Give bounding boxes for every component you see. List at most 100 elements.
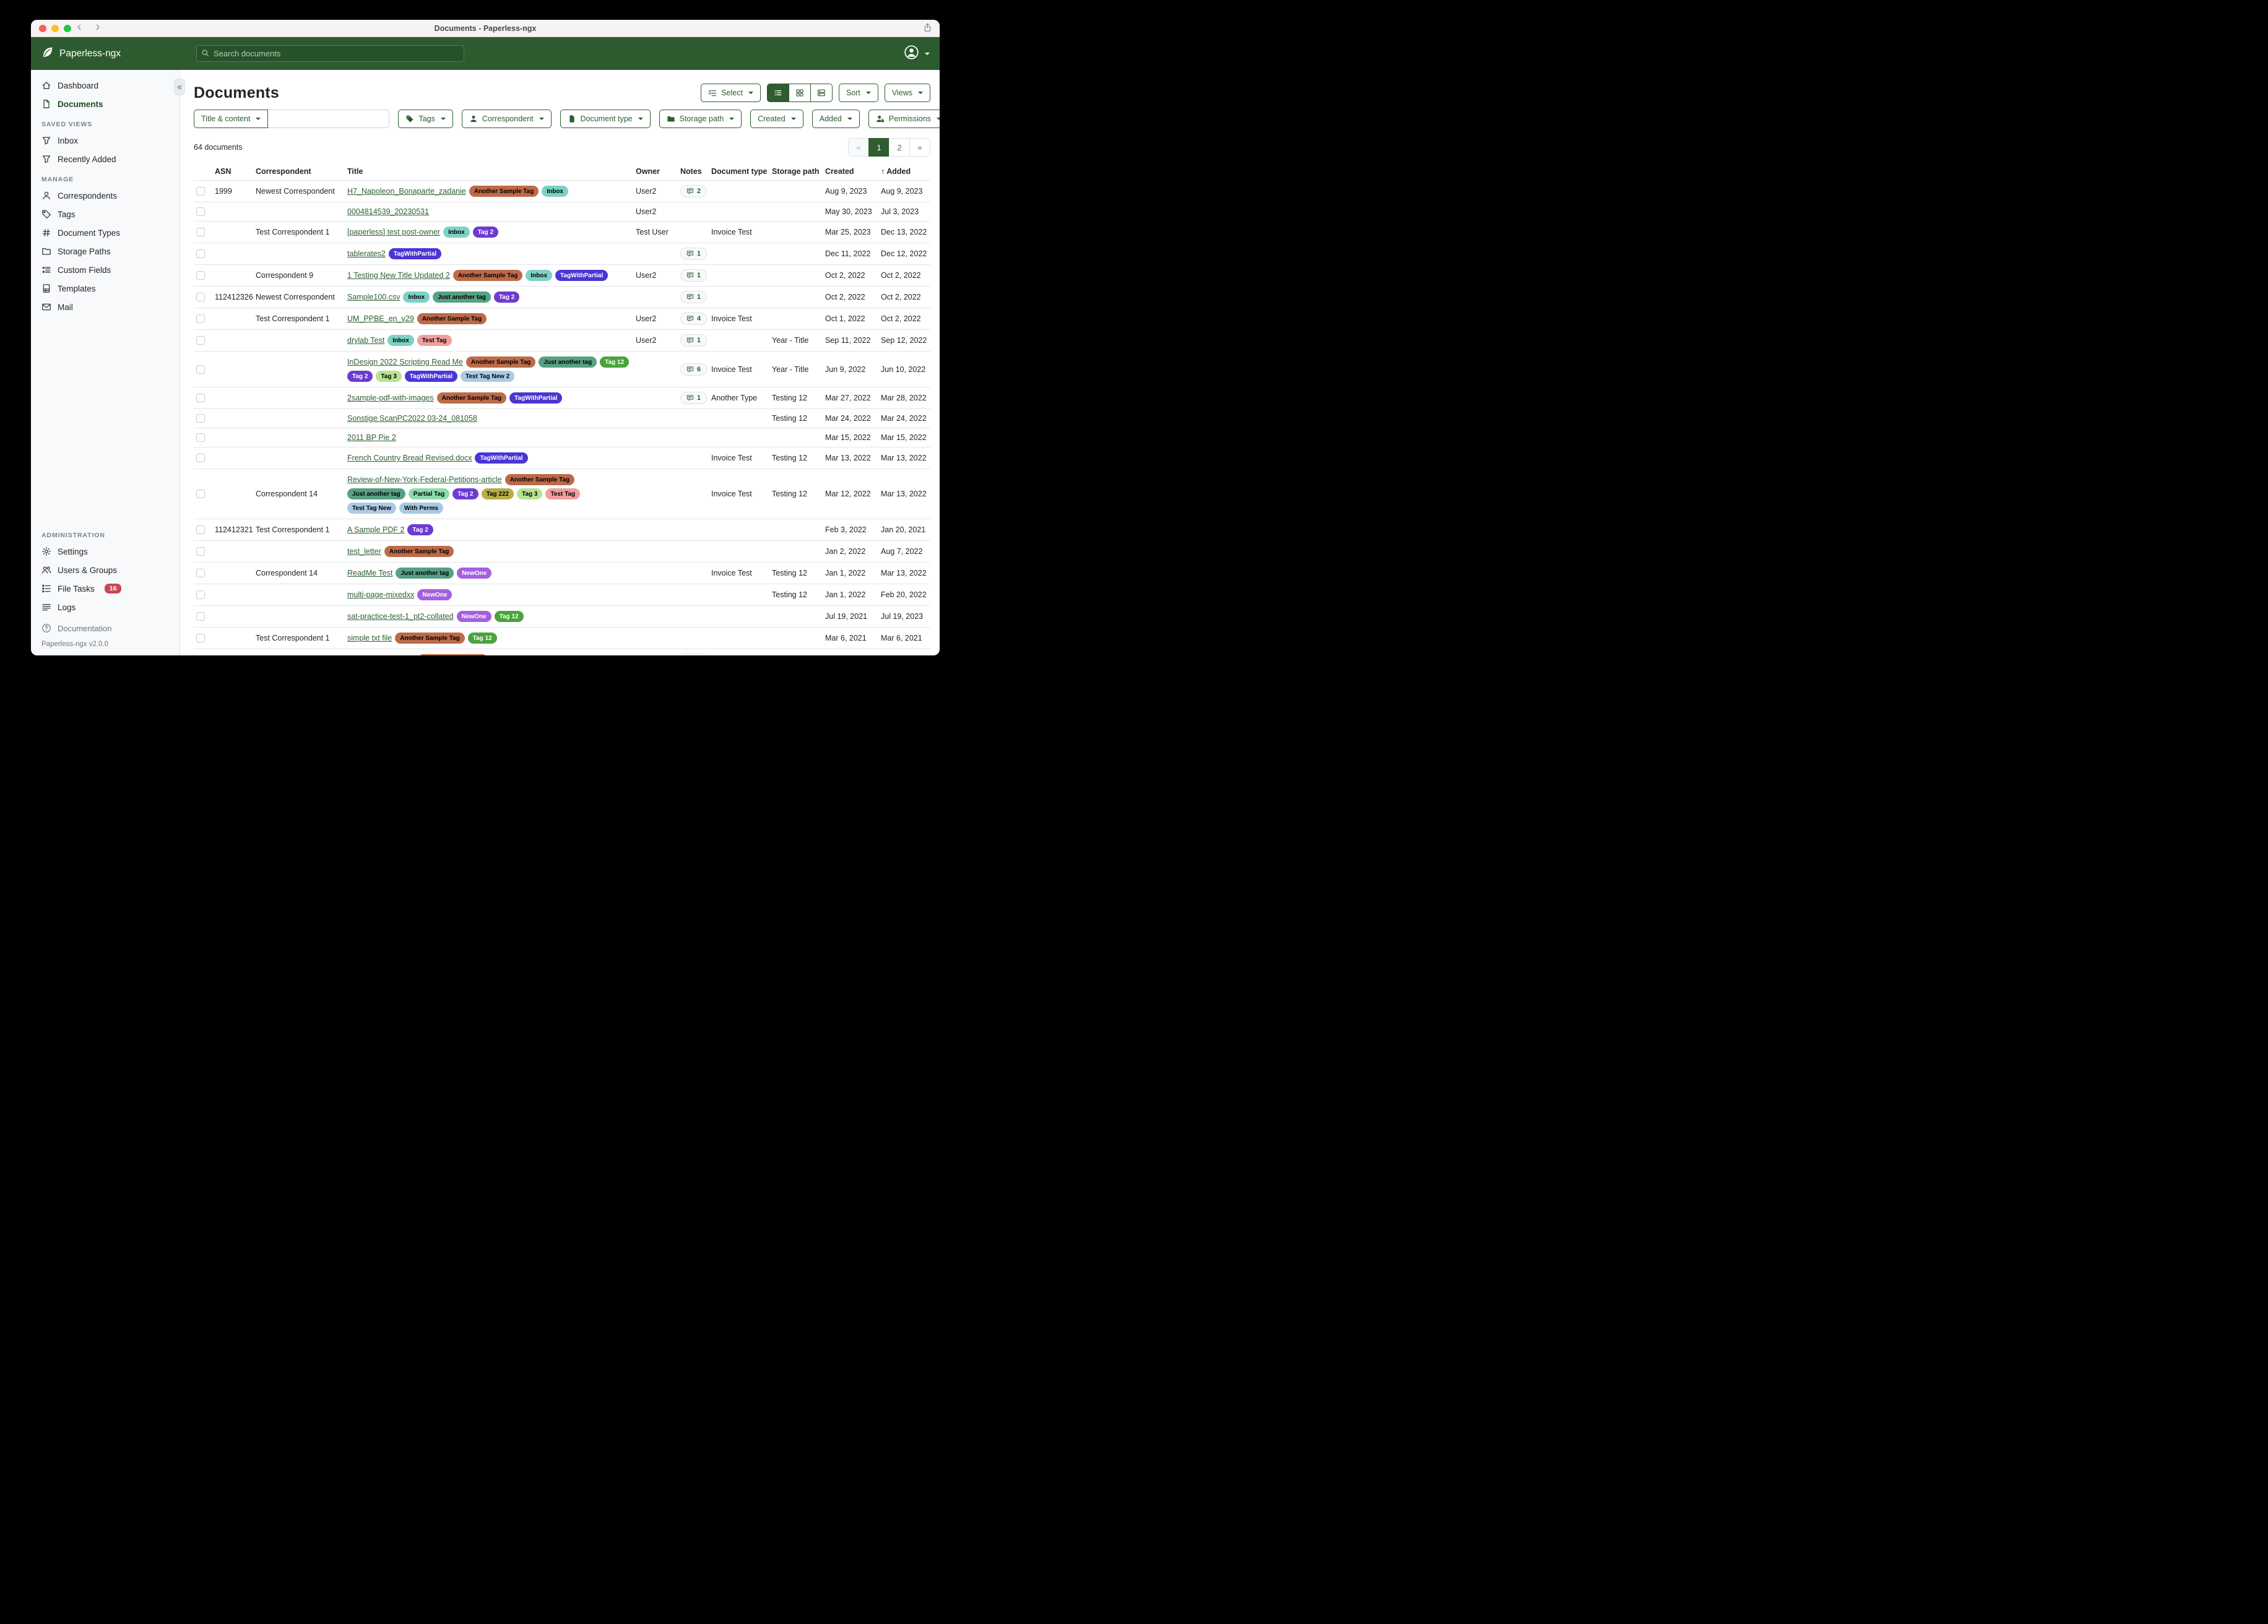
sidebar-item-settings[interactable]: Settings — [31, 542, 180, 561]
tag-pill-test-tag[interactable]: Test Tag — [545, 488, 581, 499]
sidebar-item-recently-added[interactable]: Recently Added — [31, 150, 180, 168]
table-row[interactable]: Correspondent 14 ReadMe Test Just another … — [194, 562, 930, 584]
view-mode-cards-button[interactable] — [810, 84, 833, 102]
row-checkbox[interactable] — [196, 207, 205, 217]
tag-pill-with-perms[interactable]: With Perms — [399, 503, 443, 514]
table-row[interactable]: tablerates2 TagWithPartial 1 Dec 11, 2022 De… — [194, 243, 930, 265]
row-checkbox[interactable] — [196, 228, 205, 237]
tags-filter-button[interactable]: Tags — [398, 110, 453, 128]
page-2-button[interactable]: 2 — [889, 138, 910, 157]
row-checkbox[interactable] — [196, 547, 205, 556]
row-checkbox[interactable] — [196, 454, 205, 463]
document-link[interactable]: Sample100.csv — [347, 293, 400, 301]
tag-pill-another-sample-tag[interactable]: Another Sample Tag — [452, 270, 523, 281]
sidebar-item-correspondents[interactable]: Correspondents — [31, 186, 180, 205]
cell-correspondent[interactable] — [253, 540, 345, 563]
tag-pill-tag-2[interactable]: Tag 2 — [452, 488, 478, 499]
tag-pill-tagwithpartial[interactable]: TagWithPartial — [555, 270, 608, 281]
row-checkbox[interactable] — [196, 336, 205, 345]
column-header-added[interactable]: ↑ Added — [881, 167, 911, 176]
column-header-title[interactable]: Title — [347, 167, 363, 176]
permissions-filter-button[interactable]: Permissions — [868, 110, 940, 128]
cell-correspondent[interactable] — [253, 202, 345, 222]
sidebar-item-documents[interactable]: Documents — [31, 95, 180, 113]
table-row[interactable]: multi-page-mixedxx NewOne Testing 12 Jan 1,… — [194, 584, 930, 606]
cell-document-type[interactable]: Invoice Test — [709, 562, 769, 584]
cell-document-type[interactable]: Invoice Test — [709, 221, 769, 243]
close-window-button[interactable] — [39, 25, 46, 32]
tag-pill-another-sample-tag[interactable]: Another Sample Tag — [395, 633, 465, 644]
tag-pill-inbox[interactable]: Inbox — [443, 227, 470, 238]
cell-document-type[interactable] — [709, 264, 769, 287]
cell-storage-path[interactable] — [769, 180, 823, 202]
back-icon[interactable] — [76, 23, 83, 34]
tag-pill-another-sample-tag[interactable]: Another Sample Tag — [465, 356, 536, 368]
storage-path-filter-button[interactable]: Storage path — [659, 110, 742, 128]
row-checkbox[interactable] — [196, 249, 205, 259]
row-checkbox[interactable] — [196, 634, 205, 643]
cell-correspondent[interactable] — [253, 605, 345, 628]
table-row[interactable]: sat-practice-test-1_pt2-collated NewOne Ta… — [194, 605, 930, 628]
table-row[interactable]: 0004814539_20230531 User2 May 30, 2023 Jul … — [194, 202, 930, 222]
notes-badge[interactable]: 5 — [680, 654, 708, 655]
notes-badge[interactable]: 1 — [680, 291, 708, 303]
views-button[interactable]: Views — [884, 84, 930, 102]
cell-storage-path[interactable]: Testing 12 — [769, 584, 823, 606]
column-header-storage-path[interactable]: Storage path — [772, 167, 820, 176]
row-checkbox[interactable] — [196, 394, 205, 403]
tag-pill-just-another-tag[interactable]: Just another tag — [347, 488, 405, 499]
table-row[interactable]: drylab Test Inbox Test Tag User2 1 Year - Tit… — [194, 329, 930, 352]
sidebar-item-templates[interactable]: Templates — [31, 279, 180, 298]
page-next-button[interactable]: » — [909, 138, 930, 157]
cell-document-type[interactable] — [709, 584, 769, 606]
cell-storage-path[interactable]: Year - Title — [769, 329, 823, 352]
cell-storage-path[interactable] — [769, 221, 823, 243]
cell-correspondent[interactable] — [253, 387, 345, 409]
document-link[interactable]: 1 Testing New Title Updated 2 — [347, 271, 450, 280]
cell-document-type[interactable] — [709, 649, 769, 655]
document-link[interactable]: French Country Bread Revised.docx — [347, 454, 472, 462]
tag-pill-tag-2[interactable]: Tag 2 — [407, 524, 433, 535]
tag-pill-just-another-tag[interactable]: Just another tag — [396, 568, 454, 579]
document-link[interactable]: 2011 BP Pie 2 — [347, 433, 396, 442]
tag-pill-test-tag-new-2[interactable]: Test Tag New 2 — [460, 371, 515, 382]
table-row[interactable]: 112412326 Newest Correspondent Sample100.c… — [194, 286, 930, 308]
document-link[interactable]: ReadMe Test — [347, 569, 393, 577]
sidebar-item-logs[interactable]: Logs — [31, 598, 180, 616]
cell-correspondent[interactable]: Test Correspondent 1 — [253, 519, 345, 541]
table-row[interactable]: test_letter Another Sample Tag Jan 2, 2022… — [194, 540, 930, 563]
tag-pill-tag-12[interactable]: Tag 12 — [467, 633, 497, 644]
created-filter-button[interactable]: Created — [750, 110, 803, 128]
column-header-owner[interactable]: Owner — [636, 167, 660, 176]
table-row[interactable]: 2sample-pdf-with-images Another Sample Ta… — [194, 387, 930, 409]
tag-pill-another-sample-tag[interactable]: Another Sample Tag — [504, 474, 575, 485]
tag-pill-tagwithpartial[interactable]: TagWithPartial — [388, 248, 442, 259]
cell-document-type[interactable]: Invoice Test — [709, 308, 769, 330]
table-row[interactable]: Test Correspondent 1 [paperless] test pos… — [194, 221, 930, 243]
cell-correspondent[interactable] — [253, 584, 345, 606]
tag-pill-inbox[interactable]: Inbox — [387, 335, 414, 346]
forward-icon[interactable] — [94, 23, 102, 34]
sidebar-item-dashboard[interactable]: Dashboard — [31, 76, 180, 95]
tag-pill-tag-2[interactable]: Tag 2 — [472, 227, 499, 238]
row-checkbox[interactable] — [196, 271, 205, 280]
table-row[interactable]: 2011 BP Pie 2 Mar 15, 2022 Mar 15, 2022 — [194, 428, 930, 447]
cell-correspondent[interactable]: Correspondent 14 — [253, 562, 345, 584]
tag-pill-another-sample-tag[interactable]: Another Sample Tag — [469, 186, 539, 197]
tag-pill-partial-tag[interactable]: Partial Tag — [408, 488, 450, 499]
tag-pill-test-tag[interactable]: Test Tag — [417, 335, 452, 346]
cell-correspondent[interactable]: Test Correspondent 1 — [253, 627, 345, 649]
tag-pill-another-sample-tag[interactable]: Another Sample Tag — [417, 313, 487, 324]
column-header-created[interactable]: Created — [825, 167, 854, 176]
tag-pill-newone[interactable]: NewOne — [417, 589, 452, 600]
row-checkbox[interactable] — [196, 365, 205, 374]
document-link[interactable]: multi-page-mixedxx — [347, 590, 415, 599]
notes-badge[interactable]: 1 — [680, 248, 708, 260]
cell-storage-path[interactable]: Testing 12 — [769, 469, 823, 519]
tag-pill-tag-2[interactable]: Tag 2 — [493, 292, 520, 303]
tag-pill-tag-12[interactable]: Tag 12 — [600, 356, 630, 368]
document-link[interactable]: tablerates2 — [347, 249, 386, 258]
sidebar-item-tags[interactable]: Tags — [31, 205, 180, 223]
